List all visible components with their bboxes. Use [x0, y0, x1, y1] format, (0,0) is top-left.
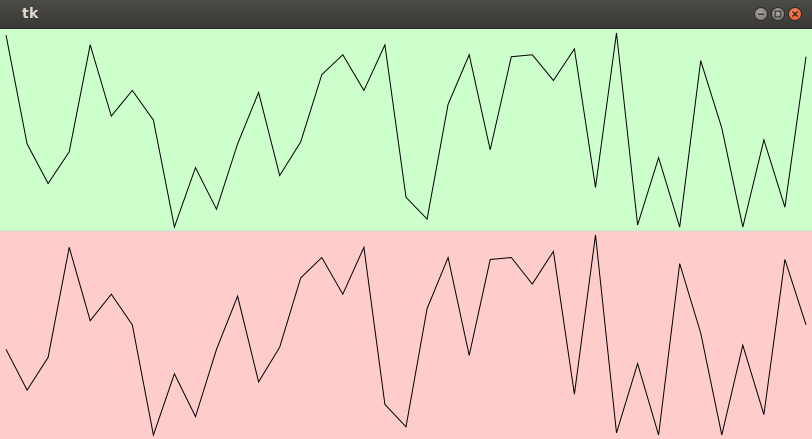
title-bar[interactable]: tk: [0, 0, 812, 29]
bottom-panel: [0, 231, 812, 439]
window-controls: [754, 7, 802, 21]
maximize-button[interactable]: [771, 7, 785, 21]
top-series-line: [5, 32, 807, 229]
close-icon: [792, 11, 798, 17]
close-button[interactable]: [788, 7, 802, 21]
minimize-icon: [758, 13, 764, 15]
minimize-button[interactable]: [754, 7, 768, 21]
bottom-series-line: [5, 234, 807, 437]
plot-canvas: [0, 29, 812, 439]
top-panel: [0, 29, 812, 231]
maximize-icon: [774, 10, 782, 18]
canvas[interactable]: [0, 29, 812, 439]
window-title: tk: [22, 6, 39, 22]
